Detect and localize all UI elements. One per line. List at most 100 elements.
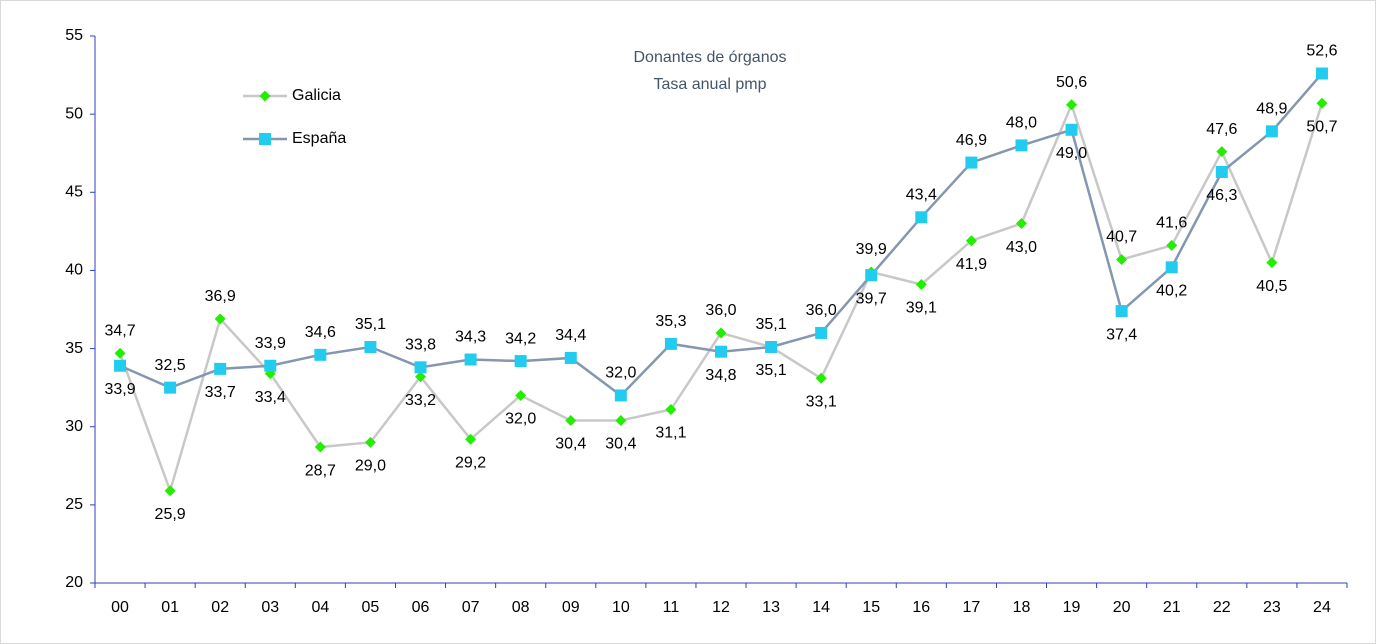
data-label: 34,3	[455, 329, 486, 346]
legend-label: Galicia	[292, 87, 341, 104]
data-label: 36,0	[806, 302, 837, 319]
x-tick-label: 18	[1013, 599, 1031, 616]
data-point	[564, 351, 577, 364]
data-label: 32,0	[505, 411, 536, 428]
data-label: 49,0	[1056, 145, 1087, 162]
data-label: 29,0	[355, 458, 386, 475]
y-tick-label: 40	[65, 262, 83, 279]
x-tick-label: 19	[1063, 599, 1081, 616]
data-point	[164, 485, 176, 497]
data-point	[665, 404, 677, 416]
data-point	[915, 211, 928, 224]
data-label: 29,2	[455, 454, 486, 471]
x-tick-label: 08	[512, 599, 530, 616]
data-point	[715, 345, 727, 358]
data-label: 31,1	[655, 425, 686, 442]
data-label: 41,9	[956, 256, 987, 273]
data-label: 30,4	[605, 436, 636, 453]
data-point	[1166, 239, 1178, 251]
x-tick-label: 24	[1313, 599, 1331, 616]
data-label: 33,8	[405, 337, 436, 354]
data-point	[364, 436, 376, 448]
data-point	[314, 348, 327, 361]
data-point	[514, 355, 527, 368]
data-label: 50,6	[1056, 74, 1087, 91]
data-point	[1315, 67, 1328, 80]
x-tick-label: 05	[362, 599, 380, 616]
x-tick-label: 06	[412, 599, 430, 616]
legend-marker	[259, 133, 271, 145]
data-point	[664, 337, 677, 350]
x-tick-label: 23	[1263, 599, 1281, 616]
x-tick-label: 12	[712, 599, 730, 616]
data-point	[515, 389, 527, 401]
data-label: 43,4	[906, 187, 937, 204]
data-label: 28,7	[305, 462, 336, 479]
data-point	[1165, 261, 1178, 274]
y-tick-label: 55	[65, 27, 83, 44]
data-label: 40,5	[1256, 278, 1287, 295]
data-point	[565, 414, 577, 426]
x-tick-label: 04	[311, 599, 329, 616]
data-point	[164, 381, 177, 394]
data-label: 34,7	[104, 322, 135, 339]
data-point	[464, 353, 477, 366]
legend-marker	[259, 90, 271, 102]
data-label: 50,7	[1306, 118, 1337, 135]
data-label: 30,4	[555, 436, 586, 453]
data-label: 46,9	[956, 132, 987, 149]
data-point	[1015, 218, 1027, 230]
x-tick-label: 21	[1163, 599, 1181, 616]
data-point	[1215, 165, 1228, 178]
x-tick-label: 17	[963, 599, 981, 616]
data-label: 33,9	[255, 335, 286, 352]
x-tick-label: 20	[1113, 599, 1131, 616]
x-tick-label: 02	[211, 599, 229, 616]
chart-subtitle: Tasa anual pmp	[654, 76, 767, 93]
data-point	[1266, 257, 1278, 269]
x-tick-label: 07	[462, 599, 480, 616]
x-tick-label: 14	[812, 599, 830, 616]
data-point	[1115, 305, 1128, 318]
data-label: 39,1	[906, 300, 937, 317]
data-label: 47,6	[1206, 121, 1237, 138]
data-label: 35,1	[756, 316, 787, 333]
data-label: 52,6	[1306, 43, 1337, 60]
data-point	[1216, 146, 1228, 158]
data-point	[314, 441, 326, 453]
data-point	[1015, 139, 1028, 152]
y-tick-label: 50	[65, 105, 83, 122]
y-tick-label: 30	[65, 418, 83, 435]
x-tick-label: 01	[161, 599, 179, 616]
data-label: 34,2	[505, 330, 536, 347]
data-label: 34,4	[555, 327, 586, 344]
data-label: 32,0	[605, 365, 636, 382]
data-point	[364, 341, 377, 354]
chart-title: Donantes de órganos	[634, 49, 787, 66]
data-point	[114, 347, 126, 359]
data-label: 48,0	[1006, 115, 1037, 132]
data-point	[214, 313, 226, 325]
x-tick-label: 10	[612, 599, 630, 616]
data-label: 39,9	[856, 241, 887, 258]
y-tick-label: 35	[65, 340, 83, 357]
data-point	[765, 341, 778, 354]
data-point	[615, 414, 627, 426]
y-tick-label: 25	[65, 496, 83, 513]
data-label: 35,3	[655, 313, 686, 330]
y-tick-label: 20	[65, 574, 83, 591]
data-point	[1116, 253, 1128, 265]
data-label: 46,3	[1206, 187, 1237, 204]
data-label: 33,4	[255, 389, 286, 406]
data-label: 40,2	[1156, 283, 1187, 300]
data-label: 48,9	[1256, 101, 1287, 118]
data-point	[1316, 97, 1328, 109]
x-tick-label: 13	[762, 599, 780, 616]
data-point	[965, 235, 977, 247]
data-label: 41,6	[1156, 215, 1187, 232]
data-label: 32,5	[155, 357, 186, 374]
data-point	[865, 269, 878, 282]
data-point	[214, 362, 227, 375]
